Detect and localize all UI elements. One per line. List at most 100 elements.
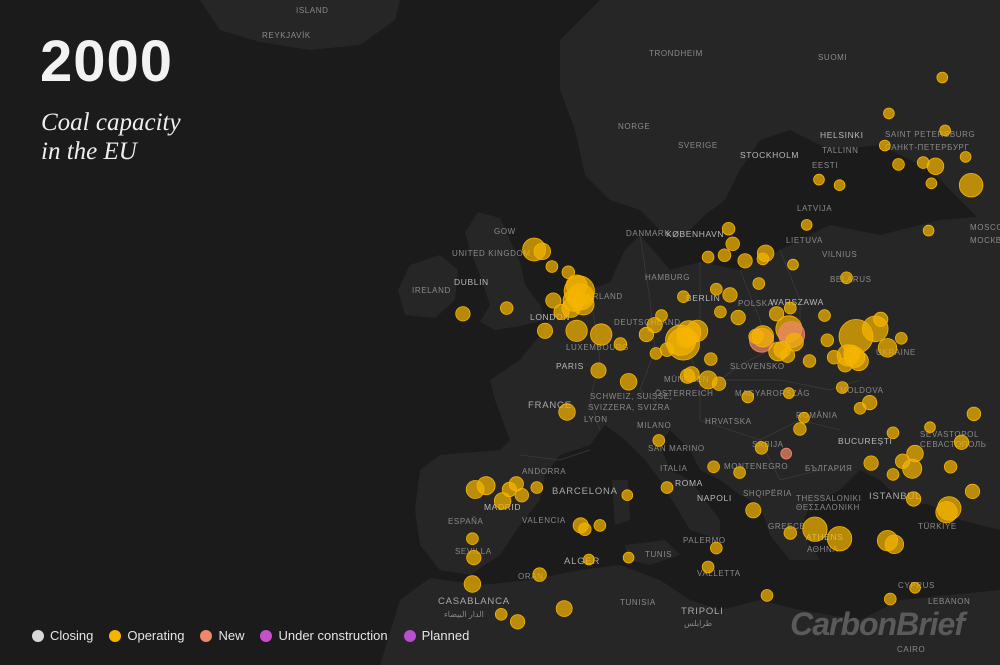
coal-plant-operating[interactable] <box>826 350 842 365</box>
coal-plant-operating[interactable] <box>884 534 905 555</box>
coal-plant-operating[interactable] <box>652 434 666 447</box>
coal-plant-operating[interactable] <box>707 460 720 474</box>
legend-item-planned[interactable]: Planned <box>403 628 469 643</box>
coal-plant-operating[interactable] <box>466 549 482 566</box>
coal-plant-operating[interactable] <box>553 303 570 320</box>
coal-plant-operating[interactable] <box>533 242 552 261</box>
coal-plant-operating[interactable] <box>756 252 770 266</box>
coal-plant-operating[interactable] <box>837 357 853 373</box>
coal-plant-operating[interactable] <box>659 342 675 357</box>
coal-plant-operating[interactable] <box>863 455 879 471</box>
coal-plant-operating[interactable] <box>500 301 514 315</box>
coal-plant-operating[interactable] <box>936 71 949 84</box>
coal-plant-operating[interactable] <box>853 401 867 415</box>
coal-plant-operating[interactable] <box>711 376 727 391</box>
coal-plant-operating[interactable] <box>959 151 972 163</box>
coal-plant-operating[interactable] <box>894 453 911 469</box>
coal-plant-operating[interactable] <box>537 322 554 339</box>
coal-plant-operating[interactable] <box>565 274 588 297</box>
coal-plant-operating[interactable] <box>802 354 817 368</box>
coal-plant-operating[interactable] <box>704 352 718 366</box>
coal-plant-operating[interactable] <box>800 219 813 231</box>
coal-plant-operating[interactable] <box>877 338 898 358</box>
coal-plant-operating[interactable] <box>964 483 981 499</box>
coal-plant-operating[interactable] <box>622 551 635 564</box>
coal-plant-operating[interactable] <box>638 326 655 343</box>
coal-plant-operating[interactable] <box>677 290 690 304</box>
legend-item-under-construction[interactable]: Under construction <box>260 628 388 643</box>
coal-plant-operating[interactable] <box>621 489 634 502</box>
coal-plant-operating[interactable] <box>725 236 740 252</box>
coal-plant-operating[interactable] <box>558 403 576 421</box>
coal-plant-operating[interactable] <box>660 481 674 494</box>
coal-plant-operating[interactable] <box>717 248 732 262</box>
coal-plant-operating[interactable] <box>679 368 696 384</box>
coal-plant-operating[interactable] <box>555 600 573 617</box>
coal-plant-operating[interactable] <box>953 434 970 450</box>
coal-plant-operating[interactable] <box>545 292 562 309</box>
coal-plant-operating[interactable] <box>701 250 715 264</box>
coal-plant-new[interactable] <box>780 447 792 460</box>
legend-item-operating[interactable]: Operating <box>109 628 184 643</box>
coal-plant-operating[interactable] <box>820 333 835 347</box>
coal-plant-operating[interactable] <box>826 526 853 552</box>
coal-plant-operating[interactable] <box>873 311 889 327</box>
coal-plant-operating[interactable] <box>883 107 895 120</box>
coal-plant-operating[interactable] <box>733 466 746 479</box>
coal-plant-operating[interactable] <box>655 309 668 322</box>
coal-plant-operating[interactable] <box>943 460 958 474</box>
coal-plant-operating[interactable] <box>730 309 746 326</box>
coal-plant-operating[interactable] <box>840 271 853 285</box>
coal-plant-operating[interactable] <box>939 124 951 137</box>
coal-plant-operating[interactable] <box>798 411 810 424</box>
coal-plant-operating[interactable] <box>561 265 576 279</box>
coal-plant-operating[interactable] <box>883 592 897 606</box>
coal-plant-operating[interactable] <box>935 501 958 524</box>
coal-plant-operating[interactable] <box>783 387 795 399</box>
coal-plant-operating[interactable] <box>905 491 922 507</box>
coal-plant-operating[interactable] <box>709 541 723 555</box>
coal-plant-operating[interactable] <box>958 172 984 198</box>
coal-plant-operating[interactable] <box>818 309 831 322</box>
coal-plant-operating[interactable] <box>886 426 900 440</box>
coal-plant-operating[interactable] <box>813 173 825 186</box>
coal-plant-operating[interactable] <box>966 406 982 422</box>
coal-plant-operating[interactable] <box>613 337 628 351</box>
coal-plant-operating[interactable] <box>916 156 930 169</box>
coal-plant-operating[interactable] <box>760 589 774 602</box>
coal-plant-operating[interactable] <box>676 328 696 349</box>
coal-plant-operating[interactable] <box>476 476 496 496</box>
coal-plant-operating[interactable] <box>590 323 613 346</box>
coal-plant-operating[interactable] <box>649 347 663 360</box>
coal-plant-operating[interactable] <box>926 157 945 176</box>
coal-plant-operating[interactable] <box>494 607 508 621</box>
coal-plant-operating[interactable] <box>590 362 607 379</box>
coal-plant-operating[interactable] <box>509 614 526 630</box>
coal-plant-operating[interactable] <box>714 305 727 319</box>
coal-plant-operating[interactable] <box>787 258 799 271</box>
coal-plant-operating[interactable] <box>532 567 547 582</box>
coal-plant-operating[interactable] <box>802 516 828 542</box>
coal-plant-operating[interactable] <box>583 553 595 566</box>
coal-plant-operating[interactable] <box>722 287 738 303</box>
coal-plant-operating[interactable] <box>455 306 471 322</box>
coal-plant-operating[interactable] <box>545 260 559 273</box>
coal-plant-operating[interactable] <box>737 253 753 269</box>
coal-plant-operating[interactable] <box>886 468 900 481</box>
coal-plant-operating[interactable] <box>514 488 530 503</box>
coal-plant-operating[interactable] <box>835 381 849 394</box>
coal-plant-operating[interactable] <box>783 526 798 540</box>
coal-plant-operating[interactable] <box>878 139 891 152</box>
coal-plant-operating[interactable] <box>922 224 935 237</box>
coal-plant-operating[interactable] <box>752 277 766 290</box>
coal-plant-operating[interactable] <box>578 522 592 536</box>
coal-plant-operating[interactable] <box>925 177 938 190</box>
coal-plant-operating[interactable] <box>768 306 785 322</box>
coal-plant-operating[interactable] <box>709 282 723 296</box>
coal-plant-operating[interactable] <box>530 481 544 494</box>
coal-plant-operating[interactable] <box>466 532 479 545</box>
coal-plant-operating[interactable] <box>619 373 638 391</box>
coal-plant-operating[interactable] <box>783 301 797 315</box>
coal-plant-operating[interactable] <box>894 331 908 345</box>
coal-plant-operating[interactable] <box>741 390 755 404</box>
